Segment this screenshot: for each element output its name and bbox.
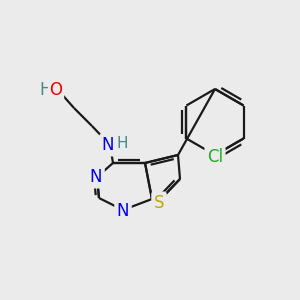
Text: N: N xyxy=(117,202,129,220)
Text: S: S xyxy=(154,194,164,212)
Text: N: N xyxy=(90,168,102,186)
Text: Cl: Cl xyxy=(207,148,223,166)
Text: O: O xyxy=(50,81,62,99)
Text: H: H xyxy=(40,81,52,99)
Text: N: N xyxy=(102,136,114,154)
Text: H: H xyxy=(117,136,128,151)
